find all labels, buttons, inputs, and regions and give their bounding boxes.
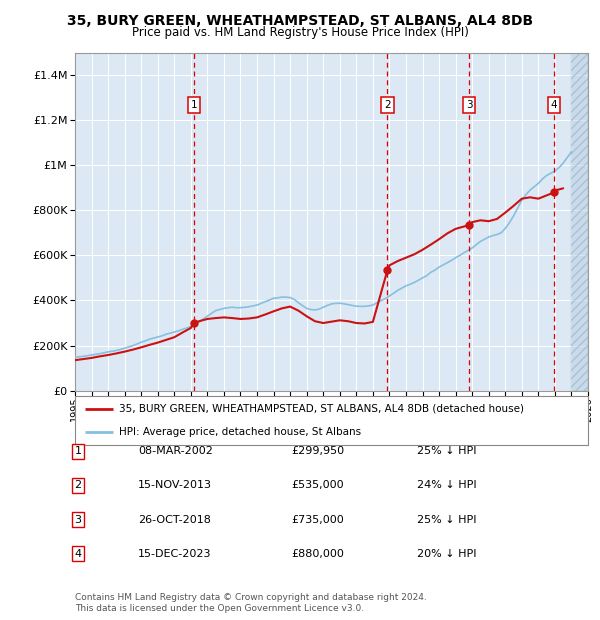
Text: £299,950: £299,950 — [291, 446, 344, 456]
Text: 08-MAR-2002: 08-MAR-2002 — [138, 446, 213, 456]
Text: Contains HM Land Registry data © Crown copyright and database right 2024.
This d: Contains HM Land Registry data © Crown c… — [75, 593, 427, 613]
Text: 1: 1 — [191, 100, 197, 110]
Text: 24% ↓ HPI: 24% ↓ HPI — [417, 480, 476, 490]
Text: 26-OCT-2018: 26-OCT-2018 — [138, 515, 211, 525]
Text: 35, BURY GREEN, WHEATHAMPSTEAD, ST ALBANS, AL4 8DB (detached house): 35, BURY GREEN, WHEATHAMPSTEAD, ST ALBAN… — [119, 404, 524, 414]
Text: £735,000: £735,000 — [291, 515, 344, 525]
Text: 1: 1 — [74, 446, 82, 456]
Text: 20% ↓ HPI: 20% ↓ HPI — [417, 549, 476, 559]
Text: 25% ↓ HPI: 25% ↓ HPI — [417, 515, 476, 525]
Text: £880,000: £880,000 — [291, 549, 344, 559]
Text: 25% ↓ HPI: 25% ↓ HPI — [417, 446, 476, 456]
Text: Price paid vs. HM Land Registry's House Price Index (HPI): Price paid vs. HM Land Registry's House … — [131, 26, 469, 39]
Text: 3: 3 — [466, 100, 472, 110]
Bar — [571, 53, 588, 391]
Text: HPI: Average price, detached house, St Albans: HPI: Average price, detached house, St A… — [119, 427, 361, 437]
Text: 15-NOV-2013: 15-NOV-2013 — [138, 480, 212, 490]
Text: 15-DEC-2023: 15-DEC-2023 — [138, 549, 212, 559]
Text: 2: 2 — [384, 100, 391, 110]
Text: 4: 4 — [551, 100, 557, 110]
Text: 2: 2 — [74, 480, 82, 490]
Text: 35, BURY GREEN, WHEATHAMPSTEAD, ST ALBANS, AL4 8DB: 35, BURY GREEN, WHEATHAMPSTEAD, ST ALBAN… — [67, 14, 533, 28]
Text: 4: 4 — [74, 549, 82, 559]
Text: £535,000: £535,000 — [291, 480, 344, 490]
Text: 3: 3 — [74, 515, 82, 525]
